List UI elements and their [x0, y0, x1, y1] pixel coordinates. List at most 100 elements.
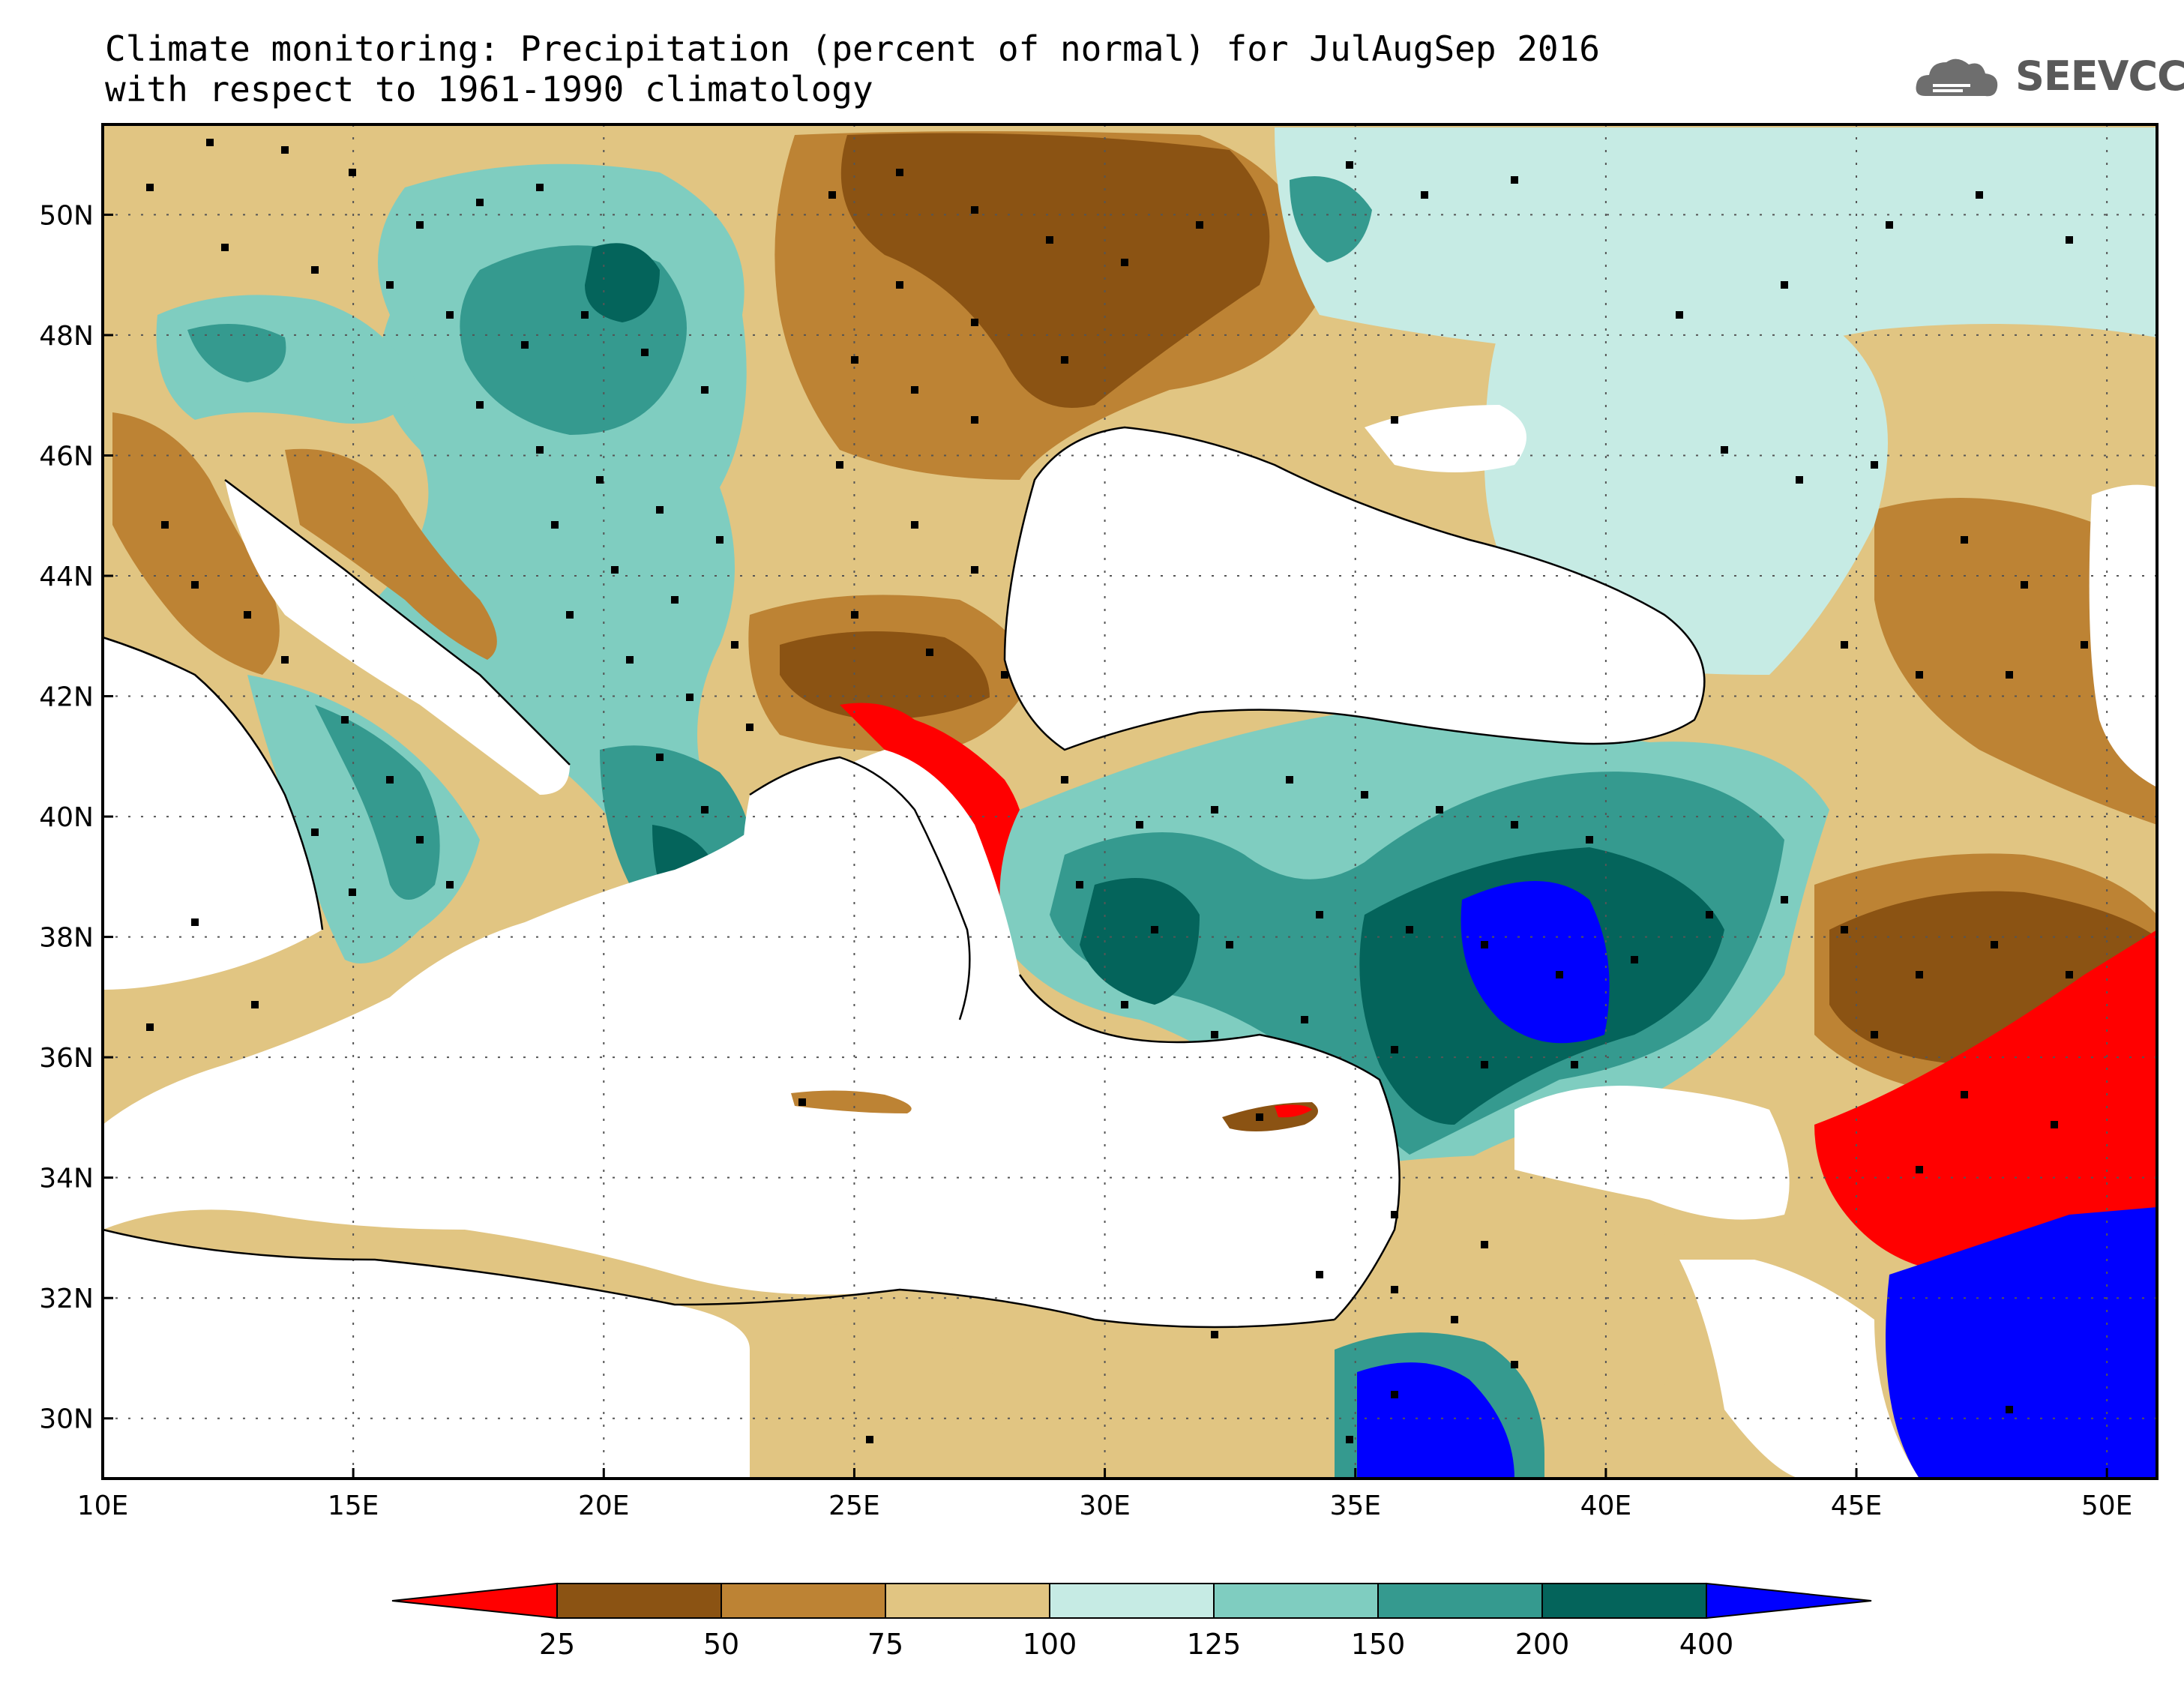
station-marker: [2006, 1406, 2013, 1413]
station-marker: [1211, 1031, 1218, 1038]
station-marker: [798, 1098, 806, 1106]
region-bulgaria-driest: [780, 631, 990, 720]
station-marker: [1001, 671, 1008, 679]
station-marker: [1136, 821, 1143, 829]
lat-tick-label: 40N: [39, 802, 94, 833]
station-marker: [1511, 821, 1518, 829]
station-marker: [1961, 536, 1968, 544]
lon-tick-label: 40E: [1580, 1491, 1632, 1521]
station-marker: [566, 611, 574, 619]
sea-azov: [1365, 405, 1526, 472]
station-marker: [1916, 971, 1923, 978]
longitude-labels: 10E 15E 20E 25E 30E 35E 40E 45E 50E: [77, 1468, 2132, 1521]
station-marker: [1961, 1091, 1968, 1098]
station-marker: [1391, 1286, 1398, 1293]
station-marker: [1886, 221, 1893, 229]
colorbar-segment: [721, 1583, 886, 1619]
colorbar-segment: [1377, 1583, 1543, 1619]
station-marker: [446, 311, 454, 319]
sea-tyrrhenian: [103, 637, 322, 990]
coast-turkey-south: [1018, 974, 1401, 1320]
colorbar-segment: [556, 1583, 722, 1619]
lat-tick-label: 30N: [39, 1404, 94, 1435]
coastlines: [102, 426, 1706, 1329]
region-adriatic-dry: [285, 448, 497, 660]
station-marker: [1706, 911, 1713, 918]
station-marker: [701, 806, 709, 814]
lat-tick-label: 36N: [39, 1043, 94, 1074]
station-marker: [731, 641, 738, 649]
station-marker: [281, 146, 289, 154]
station-marker: [851, 356, 858, 364]
station-marker: [926, 649, 933, 656]
station-marker: [971, 416, 978, 424]
station-marker: [1391, 416, 1398, 424]
station-marker: [2081, 641, 2088, 649]
station-marker: [626, 656, 634, 664]
lon-tick-label: 30E: [1079, 1491, 1131, 1521]
colorbar-label: 75: [867, 1628, 903, 1661]
station-marker: [146, 184, 154, 191]
sea-aegean: [742, 757, 970, 1027]
station-marker: [1871, 461, 1878, 469]
station-marker: [1121, 259, 1128, 266]
station-marker: [1151, 926, 1158, 933]
station-marker: [1421, 191, 1428, 199]
station-marker: [161, 521, 169, 529]
colorbar-label: 125: [1187, 1628, 1242, 1661]
island-cyprus-red: [1275, 1104, 1312, 1118]
station-marker: [1121, 1001, 1128, 1008]
colorbar-label: 200: [1515, 1628, 1570, 1661]
station-marker: [611, 566, 619, 574]
lat-tick-label: 32N: [39, 1284, 94, 1314]
map-frame: [101, 123, 2159, 1480]
station-marker: [1451, 1316, 1458, 1323]
station-marker: [1391, 1211, 1398, 1218]
station-marker: [1301, 1016, 1308, 1023]
sea-black: [1005, 427, 1705, 750]
map-fill-layer: [103, 124, 2157, 1479]
station-marker: [1061, 356, 1068, 364]
station-marker: [1676, 311, 1683, 319]
station-marker: [836, 461, 843, 469]
colorbar-label: 25: [539, 1628, 575, 1661]
map-title: Climate monitoring: Precipitation (perce…: [105, 28, 1600, 109]
region-iraq-red: [1814, 930, 2157, 1275]
seevccc-cloud-logo-icon: [1916, 58, 1998, 97]
station-marker: [1391, 1046, 1398, 1053]
station-marker: [1556, 971, 1563, 978]
station-marker: [716, 536, 724, 544]
region-syria-white: [1514, 1086, 1790, 1220]
coast-italy: [102, 479, 571, 930]
station-marker: [416, 221, 424, 229]
station-marker: [911, 386, 918, 394]
station-marker: [476, 401, 484, 409]
colorbar-segment: [1541, 1583, 1707, 1619]
station-marker: [1076, 881, 1083, 888]
colorbar-low-arrow: [391, 1582, 558, 1620]
colorbar: 25 50 75 100 125 150 200 400: [391, 1582, 1872, 1661]
station-marker: [551, 521, 559, 529]
station-marker: [746, 724, 753, 731]
region-east-white: [1679, 1260, 1919, 1479]
station-marker: [686, 694, 694, 701]
region-gulf-blue: [1886, 1207, 2157, 1479]
station-marker: [896, 169, 903, 176]
station-marker: [971, 566, 978, 574]
station-marker: [2066, 971, 2073, 978]
region-austria-wetter: [187, 324, 286, 382]
station-marker: [251, 1001, 259, 1008]
colorbar-segment: [1213, 1583, 1379, 1619]
sea-mediterranean: [103, 750, 1400, 1327]
colorbar-high-arrow: [1706, 1582, 1872, 1620]
station-marker: [1286, 776, 1293, 784]
lat-tick-label: 34N: [39, 1164, 94, 1194]
station-marker: [221, 244, 229, 251]
region-turkey-blue: [1460, 881, 1610, 1044]
lat-tick-label: 42N: [39, 682, 94, 713]
station-marker: [1361, 791, 1368, 799]
station-marker: [349, 169, 356, 176]
station-marker: [521, 341, 529, 349]
station-marker: [671, 596, 679, 604]
station-marker: [581, 311, 589, 319]
